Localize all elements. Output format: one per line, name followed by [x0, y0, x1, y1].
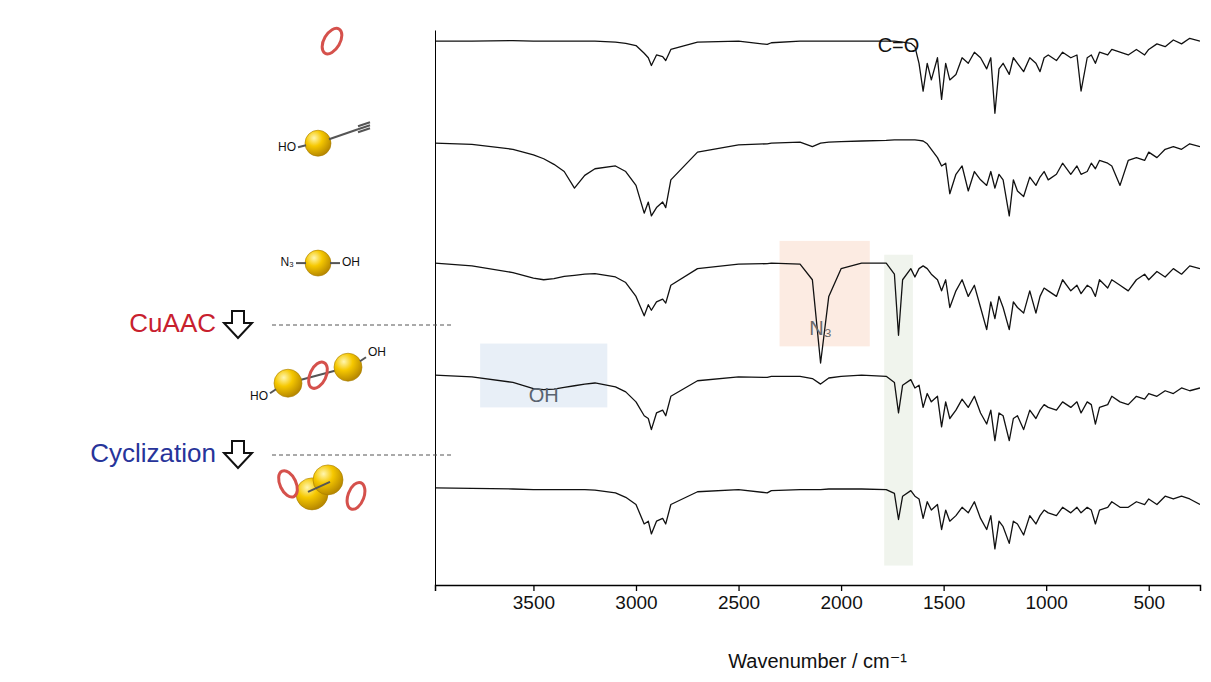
- x-tick: 3000: [615, 585, 657, 613]
- spectrum-line: [435, 488, 1200, 549]
- x-tick-mark: [1149, 585, 1150, 591]
- annotation-label: N₃: [809, 317, 832, 339]
- x-tick: 2500: [718, 585, 760, 613]
- x-tick: 3500: [513, 585, 555, 613]
- bond: [308, 482, 330, 492]
- highlight-band: [480, 344, 607, 408]
- bond: [270, 389, 276, 393]
- y-axis: [435, 31, 436, 586]
- bond: [296, 262, 306, 264]
- highlight-bands: [480, 241, 913, 566]
- x-tick-mark: [1046, 585, 1047, 591]
- reaction-step: Cyclization: [90, 438, 453, 468]
- bead: [305, 130, 331, 156]
- step-divider: [272, 455, 453, 456]
- highlight-band: [780, 241, 870, 346]
- annotation-label: C=O: [878, 34, 920, 56]
- x-tick-mark: [738, 585, 739, 591]
- bond: [358, 122, 370, 126]
- structure-label: HO: [278, 140, 296, 154]
- structure-label: OH: [342, 255, 360, 269]
- structure: HO OH: [250, 345, 386, 403]
- x-tick-mark: [943, 585, 944, 591]
- structure: N₃ OH: [280, 250, 360, 276]
- bead: [334, 353, 362, 381]
- x-axis: 3500 3000 2500 2000 1500 1000 500: [436, 585, 1201, 613]
- spectrum-line: [435, 263, 1200, 363]
- structure-label: HO: [250, 389, 268, 403]
- x-tick: 1000: [1026, 585, 1068, 613]
- step-label: Cyclization: [90, 438, 216, 468]
- structure: [275, 465, 368, 512]
- x-tick-label: 500: [1133, 592, 1165, 613]
- structure: HO: [278, 122, 370, 156]
- structure-label: N₃: [280, 255, 294, 269]
- step-divider: [272, 325, 453, 326]
- spectra: [435, 38, 1200, 549]
- x-tick-label: 3000: [615, 592, 657, 613]
- x-axis-title: Wavenumber / cm⁻¹: [728, 650, 907, 672]
- x-tick: 2000: [820, 585, 862, 613]
- x-tick-label: 2500: [718, 592, 760, 613]
- bead: [313, 465, 343, 495]
- bond: [329, 129, 358, 139]
- bead: [274, 369, 302, 397]
- bond: [330, 262, 340, 264]
- reaction-step: CuAAC: [129, 308, 453, 338]
- macrocycle: [275, 468, 301, 500]
- x-tick-mark: [533, 585, 534, 591]
- spectrum-line: [435, 375, 1200, 440]
- spectrum-line: [435, 140, 1200, 216]
- x-tick-label: 2000: [820, 592, 862, 613]
- step-arrow: [224, 441, 252, 468]
- x-tick: 1500: [923, 585, 965, 613]
- structure: [318, 25, 346, 57]
- annotation-label: OH: [529, 384, 559, 406]
- x-axis-line: [436, 586, 1201, 592]
- x-tick-mark: [636, 585, 637, 591]
- macrocycle: [318, 25, 346, 57]
- macrocycle: [344, 480, 369, 512]
- step-arrow: [224, 311, 252, 338]
- step-label: CuAAC: [129, 308, 216, 338]
- bond: [360, 357, 366, 361]
- spectrum-line: [435, 38, 1200, 113]
- bond: [358, 128, 370, 132]
- x-tick-label: 1500: [923, 592, 965, 613]
- x-tick-label: 3500: [513, 592, 555, 613]
- x-tick-mark: [841, 585, 842, 591]
- y-axis-line: [435, 31, 436, 586]
- x-tick-label: 1000: [1026, 592, 1068, 613]
- scheme: HO N₃ OH HO OH CuAAC Cyclization: [90, 25, 453, 512]
- structure-label: OH: [368, 345, 386, 359]
- macrocycle: [305, 359, 331, 391]
- bond: [298, 145, 306, 147]
- bead: [305, 250, 331, 276]
- x-tick: 500: [1133, 585, 1165, 613]
